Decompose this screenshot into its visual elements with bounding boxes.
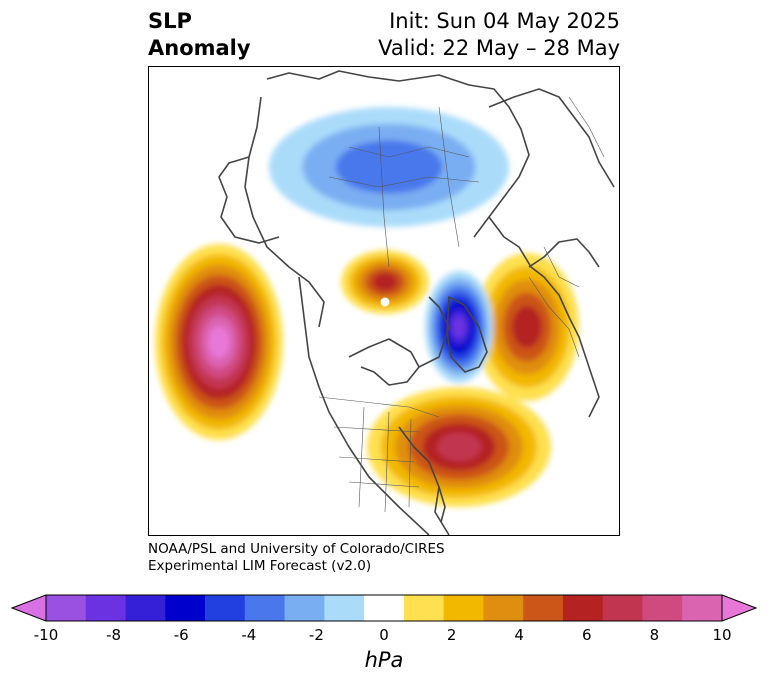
contour-fill — [208, 325, 230, 359]
anomaly-center-positive — [155, 244, 283, 440]
borders — [318, 96, 605, 513]
credit-line-2: Experimental LIM Forecast (v2.0) — [148, 558, 372, 574]
colorbar-frame — [45, 594, 723, 622]
colorbar-tick-label: 0 — [379, 626, 389, 644]
colorbar-tick-label: -2 — [308, 626, 324, 644]
title-line-1: SLP — [148, 9, 192, 33]
colorbar-swatch — [85, 595, 126, 621]
colorbar-extend-low — [10, 594, 47, 622]
map-svg — [155, 70, 615, 535]
chart-title: SLP Anomaly — [148, 8, 251, 62]
anomaly-center-positive — [475, 253, 579, 401]
contour-fill — [372, 272, 398, 292]
colorbar-swatch — [125, 595, 166, 621]
valid-range: Valid: 22 May – 28 May — [378, 36, 620, 60]
colorbar-swatch — [46, 595, 87, 621]
colorbar-swatch — [165, 595, 206, 621]
colorbar-tick-label: 2 — [446, 626, 457, 644]
contour-fill — [451, 315, 467, 339]
colorbar-swatch — [483, 595, 524, 621]
credit-text: NOAA/PSL and University of Colorado/CIRE… — [148, 541, 445, 575]
colorbar-swatch — [403, 595, 444, 621]
anomaly-center-positive — [367, 387, 551, 507]
colorbar-tick-label: 8 — [649, 626, 660, 644]
colorbar-swatch — [205, 595, 246, 621]
colorbar-swatch — [602, 595, 643, 621]
init-date: Init: Sun 04 May 2025 — [389, 9, 620, 33]
credit-line-1: NOAA/PSL and University of Colorado/CIRE… — [148, 541, 445, 557]
colorbar-tick-label: -4 — [241, 626, 257, 644]
colorbar-swatch — [443, 595, 484, 621]
anomaly-field — [155, 107, 579, 507]
colorbar-tick-label: 10 — [712, 626, 732, 644]
anomaly-center-negative — [425, 271, 493, 383]
colorbar-swatch — [324, 595, 365, 621]
contour-fill — [436, 432, 482, 462]
contour-fill — [512, 305, 542, 349]
colorbar-swatch — [642, 595, 683, 621]
colorbar-swatch — [364, 595, 405, 621]
colorbar-swatch — [284, 595, 325, 621]
colorbar-swatch — [682, 595, 723, 621]
colorbar-swatch — [244, 595, 285, 621]
colorbar-units: hPa — [364, 648, 404, 672]
slp-anomaly-map — [148, 66, 620, 536]
colorbar-swatch — [562, 595, 603, 621]
contour-fill — [335, 140, 443, 194]
title-line-2: Anomaly — [148, 36, 251, 60]
colorbar-swatch — [523, 595, 564, 621]
colorbar-tick-label: -8 — [106, 626, 122, 644]
colorbar-tick-label: -6 — [173, 626, 189, 644]
forecast-dates: Init: Sun 04 May 2025 Valid: 22 May – 28… — [378, 8, 620, 62]
coastlines — [218, 70, 615, 535]
colorbar-tick-label: 6 — [582, 626, 592, 644]
anomaly-center-negative — [269, 107, 509, 227]
north-pole-marker — [380, 297, 390, 307]
colorbar-tick-label: 4 — [514, 626, 524, 644]
colorbar — [10, 592, 758, 630]
colorbar-svg — [10, 594, 758, 622]
colorbar-extend-high — [721, 594, 758, 622]
anomaly-center-positive — [341, 250, 429, 314]
colorbar-tick-label: -10 — [33, 626, 59, 644]
